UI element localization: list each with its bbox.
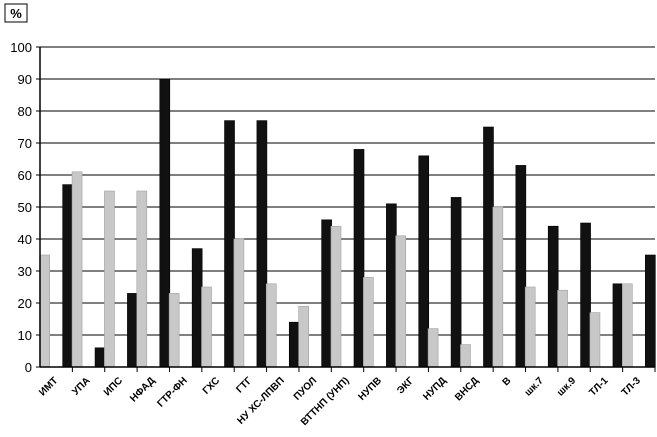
bar-series-2 [645, 254, 656, 368]
y-unit-box [4, 3, 28, 23]
y-axis-ticks: 0 10 20 30 40 50 60 70 80 90 100 [10, 40, 40, 375]
bar-series-1 [330, 225, 342, 368]
y-tick-label: 40 [18, 232, 32, 247]
y-axis-unit-label: % [10, 6, 22, 21]
x-tick-label: шк.7 [523, 375, 546, 398]
bar-series-2 [580, 222, 591, 368]
x-tick-label: ТЛ-1 [587, 375, 610, 398]
bar-series-2 [288, 321, 300, 368]
y-tick-label: 50 [18, 200, 32, 215]
x-tick-label: НУПВ [357, 375, 384, 402]
bar-series-2 [256, 120, 268, 368]
x-tick-label: НУПД [421, 375, 448, 402]
y-tick-label: 80 [18, 104, 32, 119]
bar-series-1 [589, 312, 601, 368]
x-tick-label: УПА [70, 375, 92, 397]
x-tick-label: НФАД [128, 375, 157, 404]
bar-series-2 [515, 165, 527, 368]
bars [39, 78, 656, 368]
bar-series-1 [492, 206, 504, 368]
x-tick-label: ГХС [201, 375, 222, 396]
bar-series-1 [71, 171, 83, 368]
x-tick-label: ГТГ [234, 375, 254, 395]
bar-series-2 [547, 225, 559, 368]
x-tick-label: шк.9 [555, 375, 578, 398]
bar-series-2 [386, 203, 397, 368]
bar-series-1 [168, 293, 180, 368]
bar-series-1 [104, 190, 115, 368]
bar-series-1 [39, 254, 50, 368]
bar-series-1 [460, 344, 471, 368]
bar-series-1 [363, 277, 374, 368]
x-tick-label: ИМТ [37, 375, 60, 398]
bar-series-1 [557, 289, 568, 368]
x-tick-label: ЭКГ [395, 375, 416, 396]
bar-series-1 [622, 283, 633, 368]
bar-series-1 [427, 328, 439, 368]
bar-series-1 [201, 286, 212, 368]
y-tick-label: 60 [18, 168, 32, 183]
bar-series-1 [265, 283, 277, 368]
y-tick-label: 70 [18, 136, 32, 151]
y-tick-label: 100 [10, 40, 32, 55]
bar-series-1 [136, 190, 148, 368]
x-tick-label: В [501, 375, 514, 388]
bar-series-2 [418, 155, 430, 368]
x-tick-label: ГТР-ФН [155, 375, 189, 409]
bar-series-1 [233, 238, 245, 368]
bar-series-1 [524, 286, 536, 368]
bar-series-2 [483, 126, 494, 368]
bar-series-2 [127, 293, 138, 368]
bar-series-1 [395, 235, 407, 368]
bar-series-2 [450, 197, 462, 368]
bar-series-2 [353, 149, 365, 368]
y-tick-label: 20 [18, 296, 32, 311]
bar-series-2 [191, 248, 203, 368]
bar-series-2 [159, 78, 171, 368]
x-tick-label: ПУОЛ [292, 375, 319, 402]
bar-series-2 [321, 219, 332, 368]
bar-series-2 [62, 184, 73, 368]
bar-series-2 [224, 120, 235, 368]
bar-series-2 [612, 283, 624, 368]
y-tick-label: 0 [25, 360, 32, 375]
x-tick-label: ИПС [102, 375, 125, 398]
y-tick-label: 30 [18, 264, 32, 279]
x-tick-label: ТЛ-3 [620, 375, 643, 398]
y-tick-label: 90 [18, 72, 32, 87]
bar-series-1 [298, 305, 309, 368]
bar-series-2 [94, 347, 106, 368]
x-tick-label: ВНСД [453, 375, 481, 403]
y-tick-label: 10 [18, 328, 32, 343]
